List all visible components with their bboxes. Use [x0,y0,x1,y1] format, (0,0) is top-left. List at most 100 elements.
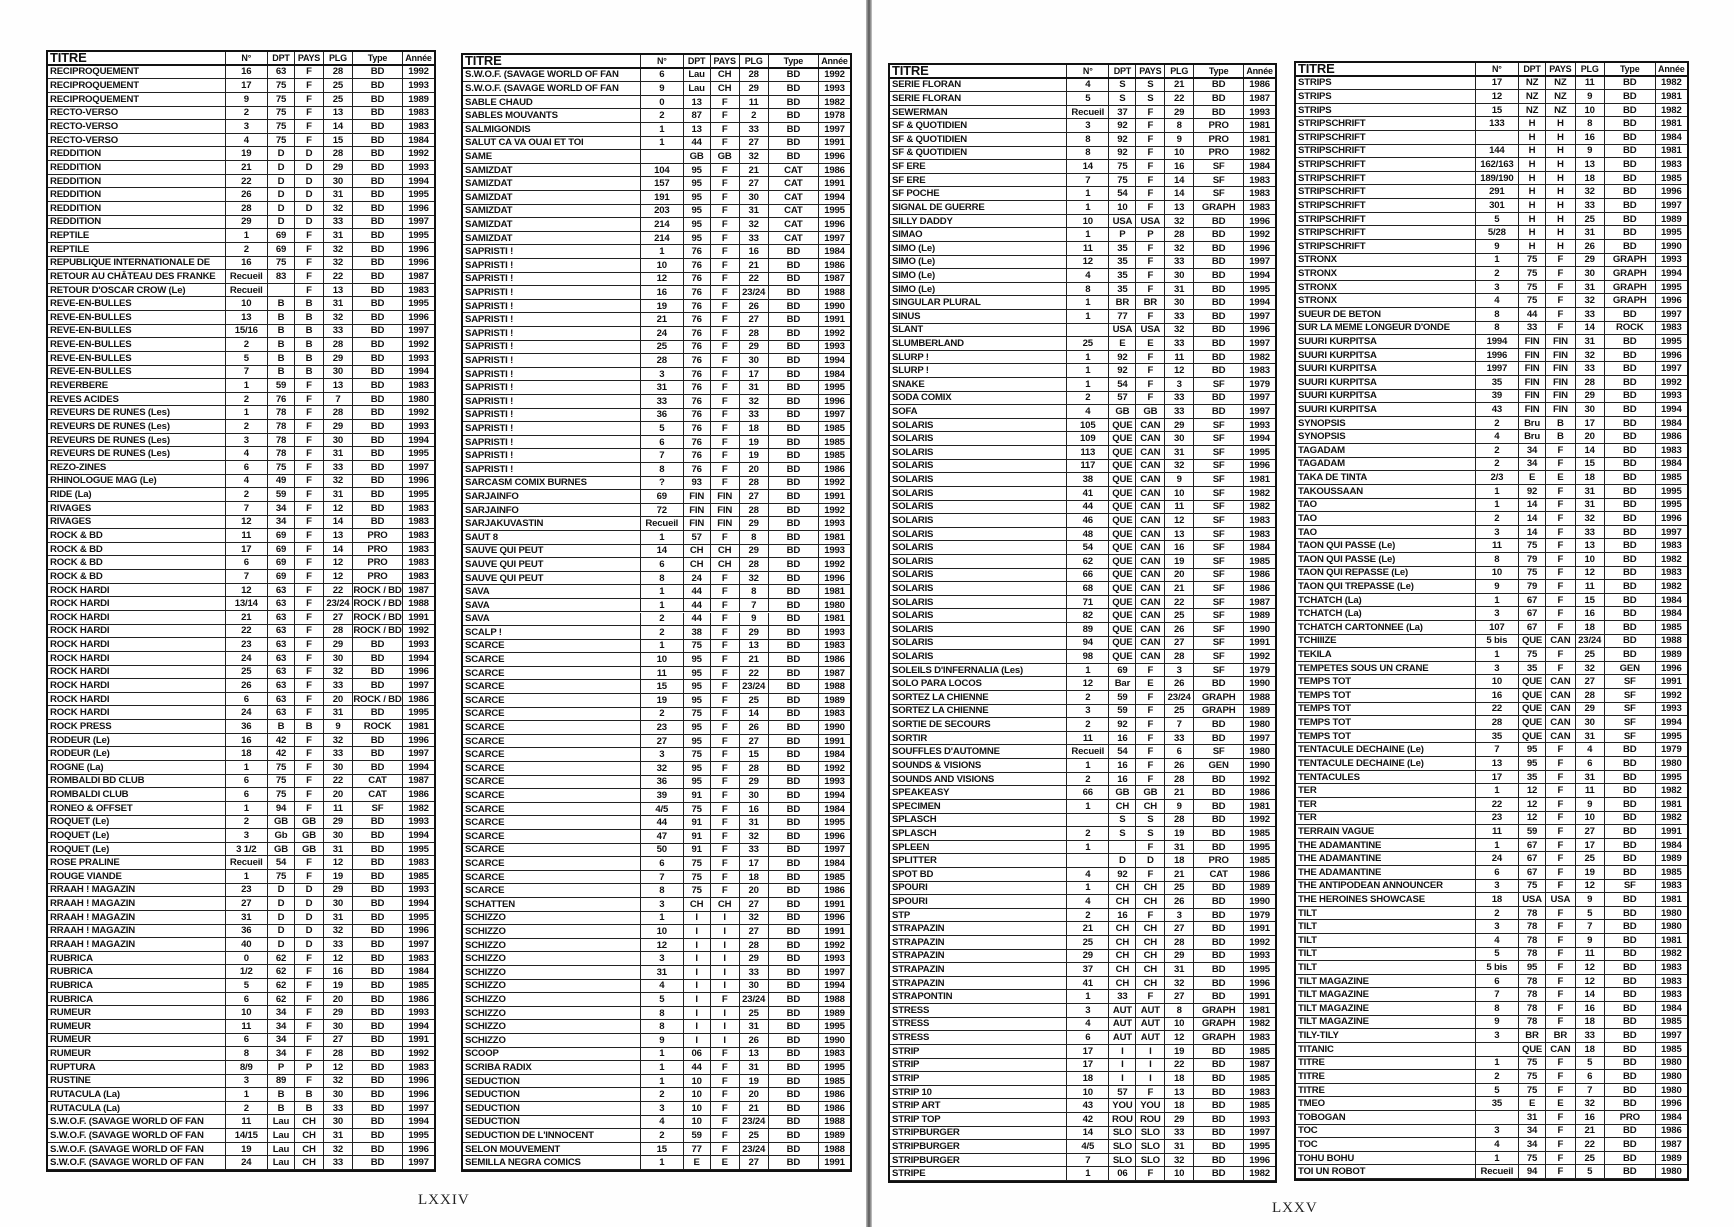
cell: 27 [740,136,769,150]
cell: 34 [268,1006,296,1019]
table-row: SABLES MOUVANTS 2 87 F 2 BD 1978 [463,109,850,123]
cell: 21 [740,653,769,666]
table-row: STRESS 6 AUT AUT 12 GRAPH 1983 [890,1031,1275,1045]
cell: 75 [268,870,296,883]
cell: BD [769,245,819,258]
cell: 8 [1476,307,1519,321]
cell: 1997 [1249,392,1270,404]
cell: BD [1194,990,1245,1004]
cell: 1 [1476,1151,1519,1165]
cell: 44 [1519,307,1547,321]
cell: 28 [740,476,769,490]
cell: 15 [641,680,684,694]
cell: 33 [740,231,769,245]
cell: 95 [684,190,711,204]
cell: STRESS [890,1004,1068,1017]
cell: 9 [1576,934,1605,947]
cell: 162/163 [1476,158,1519,171]
cell: H [1546,131,1576,144]
cell: 4 [641,979,684,993]
cell: 1 [1067,309,1110,323]
table-row: SCHIZZO 1 I I 32 BD 1996 [463,911,850,926]
cell: BD [353,392,404,406]
cell: 15 [1576,593,1605,607]
cell: 1983 [408,530,429,541]
cell: F [1546,512,1576,525]
cell: F [711,177,740,190]
cell: 33 [740,122,769,136]
cell: I [711,1006,740,1020]
cell: 31 [324,910,353,924]
cell: 31 [1165,840,1195,854]
cell: TILT MAGAZINE [1296,1015,1476,1029]
cell: BD [1194,827,1245,840]
cell: BD [353,311,404,324]
cell: BD [353,760,404,774]
table-row: STRIPSCHRIFT H H 16 BD 1984 [1296,131,1687,145]
cell: STRIPSCHRIFT [1296,185,1476,199]
cell: 9 [1476,239,1519,253]
cell: SAPRISTI ! [463,394,642,408]
column-header: N° [226,52,268,64]
cell: SLO [1109,1126,1137,1140]
cell: 11 [226,1020,268,1033]
cell: CH [1136,949,1166,963]
table-row: SCARCE 7 75 F 18 BD 1985 [463,870,850,885]
cell: F [295,501,324,515]
cell: SF ERE [890,173,1068,187]
cell [1067,323,1110,337]
cell: 2 [1067,908,1110,922]
cell: F [1546,593,1576,607]
cell: BD [769,1088,819,1101]
cell: F [711,762,740,775]
cell: 33 [324,215,353,229]
table-row: SAPRISTI ! 33 76 F 32 BD 1996 [463,394,850,409]
cell: 1984 [1661,594,1682,606]
table: TITRE N° DPT PAYS PLG Type Année SERIE FLORAN 4 S… [888,63,1277,1183]
table-row: STRIP TOP 42 ROU ROU 29 BD 1993 [890,1112,1275,1127]
cell: BD [769,313,819,326]
table-row: SAUVE QUI PEUT 14 CH CH 29 BD 1993 [463,544,850,559]
cell: SARCASM COMIX BURNES [463,476,642,490]
cell: QUE [1519,729,1547,743]
cell: 1996 [408,257,429,269]
cell: 1984 [1661,1111,1682,1123]
cell: H [1519,226,1547,239]
cell: 30 [324,651,353,665]
cell: F [295,79,324,92]
cell: BD [1605,348,1656,362]
cell: 1982 [1661,553,1682,565]
cell: D [1136,854,1166,867]
cell: 7 [226,365,268,379]
cell: D [295,883,324,897]
cell: TAKA DE TINTA [1296,471,1476,484]
cell: 1996 [824,150,845,162]
cell: 1993 [408,420,429,432]
cell: SLURP ! [890,350,1068,364]
cell: 33 [1576,362,1605,376]
cell: F [711,843,740,857]
cell: 27 [740,490,769,503]
cell: 3 [1476,661,1519,675]
table-row: SCARCE 32 95 F 28 BD 1992 [463,762,850,776]
cell: 92 [1109,133,1137,146]
cell: 5 [641,993,684,1006]
cell: 1991 [1661,825,1682,837]
cell: BD [1194,337,1245,350]
table-row: TEMPS TOT 22 QUE CAN 29 SF 1993 [1296,702,1687,717]
cell: 1981 [1661,798,1682,810]
cell: F [295,760,324,774]
cell: 21 [641,313,684,326]
cell: 19 [641,299,684,313]
cell: F [295,638,324,651]
cell: SOLARIS [890,486,1068,500]
cell: RECTO-VERSO [48,133,226,147]
cell: Bru [1519,430,1547,444]
cell: BD [769,626,819,639]
cell: SPLASCH [890,827,1068,840]
cell: 2 [641,1129,684,1142]
cell: 1996 [1661,295,1682,307]
table-row: SAPRISTI ! 6 76 F 19 BD 1985 [463,435,850,450]
cell: 1991 [824,178,845,190]
cell: BD [1605,893,1656,906]
